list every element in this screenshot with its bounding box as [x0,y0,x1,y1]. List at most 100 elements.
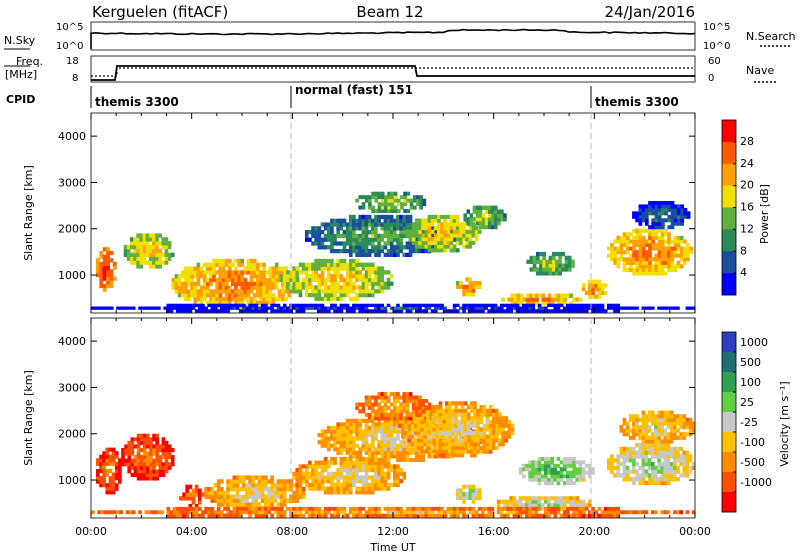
heatmap-cell [317,233,322,239]
heatmap-cell [654,477,658,482]
heatmap-cell [238,502,243,507]
heatmap-cell [348,436,353,441]
heatmap-cell [358,237,363,242]
heatmap-cell [197,309,202,313]
heatmap-cell [102,465,106,470]
heatmap-cell [367,273,372,279]
heatmap-cell [670,260,674,265]
heatmap-cell [465,244,469,249]
heatmap-cell [370,237,375,242]
heatmap-cell [672,446,677,452]
heatmap-cell [613,246,617,251]
heatmap-cell [380,309,385,313]
heatmap-cell [460,405,465,410]
heatmap-cell [348,233,353,239]
heatmap-cell [193,270,198,275]
heatmap-cell [496,506,501,511]
heatmap-cell [676,477,680,482]
power-heatmap [91,191,696,313]
heatmap-cell [352,296,356,301]
heatmap-cell [454,438,458,443]
heatmap-cell [569,503,573,508]
heatmap-cell [169,510,174,515]
heatmap-cell [669,428,674,433]
heatmap-cell [478,205,483,210]
heatmap-cell [320,464,325,469]
heatmap-cell [276,479,281,484]
heatmap-cell [229,513,234,518]
heatmap-cell [474,492,479,497]
heatmap-cell [429,408,433,413]
heatmap-cell [528,467,532,472]
heatmap-cell [210,309,215,313]
heatmap-cell [326,510,331,515]
heatmap-cell [525,467,529,472]
heatmap-cell [423,423,427,428]
heatmap-cell [389,237,394,242]
heatmap-cell [421,454,425,459]
heatmap-cell [301,506,306,511]
heatmap-cell [648,257,652,262]
heatmap-cell [308,510,312,515]
heatmap-cell [342,241,347,246]
heatmap-cell [240,262,245,267]
heatmap-cell [679,461,683,467]
heatmap-cell [512,513,517,518]
heatmap-cell [501,419,505,425]
heatmap-cell [468,233,473,238]
heatmap-cell [402,402,407,407]
heatmap-cell [292,277,296,283]
heatmap-cell [271,277,276,283]
heatmap-cell [251,486,256,492]
heatmap-cell [242,506,246,511]
heatmap-cell [161,451,166,456]
heatmap-cell [286,281,290,286]
heatmap-cell [237,262,241,267]
heatmap-cell [591,467,595,472]
heatmap-cell [389,443,394,448]
heatmap-cell [584,470,589,475]
heatmap-cell [355,292,359,298]
heatmap-cell [405,392,410,397]
heatmap-cell [556,470,561,475]
heatmap-cell [393,454,397,459]
heatmap-cell [465,288,469,293]
heatmap-cell [345,230,350,235]
heatmap-cell [361,513,366,518]
heatmap-cell [660,410,665,415]
heatmap-cell [437,248,441,253]
heatmap-cell [638,417,643,422]
heatmap-cell [493,309,498,313]
heatmap-cell [648,260,652,265]
heatmap-cell [619,424,624,430]
heatmap-cell [430,309,435,313]
heatmap-cell [506,303,510,308]
heatmap-cell [386,513,391,518]
heatmap-cell [170,455,175,460]
heatmap-cell [348,454,353,459]
heatmap-cell [295,494,300,500]
heatmap-cell [657,465,661,471]
heatmap-cell [364,245,369,250]
heatmap-cell [301,277,306,283]
heatmap-cell [650,410,655,415]
heatmap-cell [444,401,449,406]
heatmap-cell [471,488,476,493]
heatmap-cell [418,233,422,238]
heatmap-cell [685,421,690,426]
heatmap-cell [314,306,318,310]
heatmap-cell [380,303,385,308]
heatmap-cell [326,443,331,448]
heatmap-cell [242,479,246,484]
heatmap-cell [641,480,646,486]
heatmap-cell [465,306,469,310]
heatmap-cell [575,474,580,479]
heatmap-cell [367,415,372,420]
heatmap-cell [660,469,665,474]
heatmap-cell [666,421,671,426]
heatmap-cell [96,472,100,477]
heatmap-cell [323,281,328,286]
heatmap-cell [355,285,359,290]
heatmap-cell [323,486,328,491]
heatmap-cell [490,513,495,518]
